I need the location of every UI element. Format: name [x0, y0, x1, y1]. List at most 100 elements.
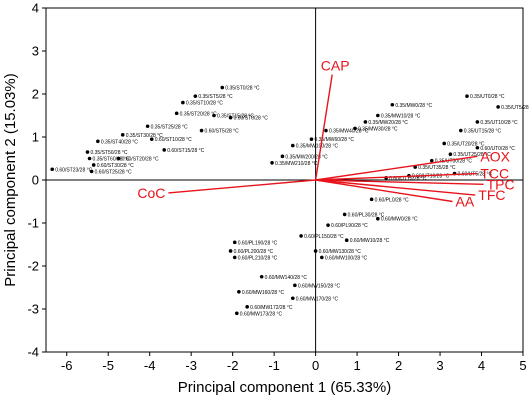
score-point-label: 0.60/MW0/28 °C: [381, 217, 418, 223]
loading-vector: [315, 172, 478, 181]
loading-label: AA: [455, 194, 474, 210]
score-point-label: 0.60/ST25/28 °C: [95, 169, 132, 175]
score-point-label: 0.60/UT5/28 °C: [458, 172, 493, 178]
y-tick-label: 3: [32, 44, 39, 59]
score-point: [259, 274, 264, 279]
score-point-label: 0.60/MW130/28 °C: [319, 249, 362, 255]
score-point: [280, 154, 285, 159]
score-point: [376, 216, 380, 221]
y-tick-label: -3: [27, 302, 39, 317]
score-point: [496, 105, 500, 109]
score-point-label: 0.35/MW20/28 °C: [368, 120, 408, 126]
score-point-label: 0.60/PL150/28 °C: [304, 234, 344, 240]
score-point-label: 0.60/MW170/28 °C: [296, 296, 339, 302]
score-point-label: 0.60/MW172/28 °C: [250, 305, 293, 311]
x-tick-label: 5: [519, 358, 526, 373]
y-tick-label: -2: [27, 259, 39, 274]
score-point: [193, 94, 198, 98]
score-point: [228, 249, 233, 253]
score-point-label: 0.60/UT10/28 °C: [412, 174, 450, 180]
x-tick-label: -3: [185, 358, 197, 373]
score-point: [290, 143, 295, 148]
score-point: [376, 113, 380, 118]
score-point-label: 0.35/UT5/28 °C: [501, 105, 529, 111]
score-point-label: 0.35/MW210/28 °C: [275, 161, 318, 167]
score-point: [465, 94, 469, 98]
score-point: [181, 100, 185, 105]
score-point: [313, 249, 318, 253]
score-point-label: 0.60/UT15/28 °C: [389, 176, 427, 182]
y-tick-label: -1: [27, 216, 39, 231]
score-point: [344, 238, 349, 242]
x-tick-label: -5: [102, 358, 114, 373]
score-point: [363, 120, 368, 124]
score-point: [429, 158, 434, 163]
score-point-label: 0.35/UT10/28 °C: [480, 120, 518, 126]
score-point-label: 0.35/ST20/28 °C: [180, 111, 217, 117]
score-point-label: 0.60/PL90/28 °C: [331, 223, 368, 229]
score-point: [475, 145, 480, 150]
y-tick-label: -4: [27, 345, 39, 360]
score-point-label: 0.60/PL0/28 °C: [375, 197, 409, 203]
score-point-label: 0.60/ST5/28 °C: [205, 129, 240, 135]
score-point-label: 0.35/ST60/28 °C: [93, 157, 130, 163]
score-point-label: 0.60/MW173/28 °C: [240, 311, 283, 317]
score-point: [458, 128, 463, 133]
loading-label: CoC: [137, 185, 165, 201]
score-point-label: 0.60/ST20/28 °C: [122, 157, 159, 163]
loading-vector: [168, 179, 316, 194]
score-point: [199, 128, 204, 133]
score-points: 0.35/ST0/28 °C 0.35/ST5/28 °C0.35/ST10/28…: [50, 85, 529, 317]
score-point: [475, 120, 480, 124]
score-point-label: 0.60/MW100/28 °C: [325, 255, 368, 261]
score-point: [220, 85, 225, 90]
score-point: [235, 311, 239, 316]
plot-area: -6 -5 -4 -3 -2 -1 0 1 2 3 4 5 -4 -3 -2 -1 0 1 2 3 4 0.35/ST0…: [27, 1, 529, 374]
x-tick-label: 3: [436, 358, 443, 373]
score-point: [91, 163, 96, 167]
score-point-label: 0.35/MW10/28 °C: [381, 114, 421, 120]
loading-label: TCC: [480, 166, 509, 182]
y-tick-label: 2: [32, 87, 39, 102]
score-point-label: 0.60/MW140/28 °C: [265, 275, 308, 281]
x-tick-label: -2: [227, 358, 239, 373]
score-point: [96, 139, 100, 144]
score-point-label: 0.35/UT30/28 °C: [435, 159, 473, 165]
score-point-label: 0.35/ST15/28 °C: [217, 114, 254, 120]
score-point: [299, 234, 303, 238]
score-point-label: 0.60/MW160/28 °C: [242, 290, 285, 296]
score-point: [116, 156, 121, 161]
y-tick-label: 0: [32, 173, 39, 188]
score-point: [369, 197, 374, 202]
loading-label: AOX: [480, 148, 510, 164]
score-point: [237, 290, 241, 294]
score-point: [89, 169, 94, 174]
zero-lines: [46, 8, 523, 352]
score-point-label: 0.60/MW150/28 °C: [298, 283, 341, 289]
score-point: [120, 133, 125, 137]
score-point-label: 0.35/ST10/28 °C: [186, 101, 223, 107]
score-point-label: 0.60/ST30/28 °C: [97, 163, 134, 169]
score-point-label: 0.35/ST40/28 °C: [101, 139, 138, 145]
score-point: [245, 305, 249, 309]
score-point-label: 0.35/UT20/28 °C: [447, 141, 485, 147]
score-point: [293, 283, 297, 288]
loading-vector: [315, 179, 476, 196]
score-point-label: 0.60/PL200/28 °C: [234, 249, 274, 255]
score-point-label: 0.60/ST15/28 °C: [167, 148, 204, 154]
x-tick-label: -1: [268, 358, 280, 373]
score-point-label: 0.35/UT15/28 °C: [464, 129, 502, 135]
y-axis-title: Principal component 2 (15.03%): [2, 73, 19, 286]
score-point: [324, 128, 328, 133]
score-point: [85, 150, 90, 154]
score-point: [309, 137, 314, 141]
score-point: [448, 152, 453, 156]
score-point: [320, 255, 324, 260]
score-point: [212, 113, 216, 118]
score-point-label: 0.60/UT0/28 °C: [480, 146, 515, 152]
score-point: [174, 111, 179, 116]
score-point: [270, 161, 274, 165]
score-point: [162, 148, 167, 152]
score-point: [50, 167, 55, 172]
